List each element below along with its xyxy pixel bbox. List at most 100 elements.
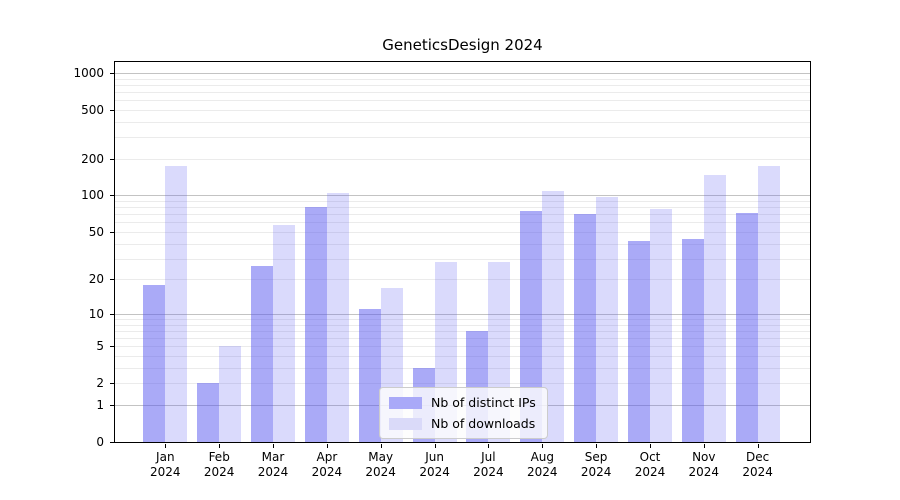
gridline-minor [115,279,810,281]
x-tick-year: 2024 [203,465,235,479]
x-tick-label: Sep 2024 [564,450,628,480]
x-tick-year: 2024 [311,465,343,479]
y-tick-mark [110,346,114,348]
gridline-minor [115,78,810,80]
x-tick-month: Jan [156,450,175,464]
y-tick-label: 200 [81,151,104,166]
x-tick-year: 2024 [365,465,396,479]
legend-item: Nb of downloads [389,416,536,431]
x-tick-label: Nov 2024 [672,450,736,480]
x-tick-month: Feb [208,450,230,464]
gridline-minor [115,214,810,216]
x-tick-mark [757,444,759,448]
gridline-minor [115,109,810,111]
x-tick-label: Jul 2024 [456,450,520,480]
x-tick-mark [542,444,544,448]
gridline-minor [115,346,810,348]
y-tick-mark [110,405,114,406]
x-tick-label: May 2024 [349,450,413,480]
y-tick-label: 0 [96,435,104,449]
x-tick-mark [326,444,328,448]
x-tick-month: Aug [530,450,555,464]
bar-nb-of-distinct-ips [735,212,758,442]
bar-nb-of-downloads [219,346,242,442]
x-tick-month: Mar [261,450,285,464]
gridline-minor [115,121,810,123]
bar-nb-of-distinct-ips [520,210,543,442]
x-tick-mark [273,444,274,448]
gridline-minor [115,222,810,224]
y-tick-label: 100 [81,188,104,203]
legend-label: Nb of distinct IPs [431,395,536,410]
x-tick-year: 2024 [257,465,289,479]
gridline-major [115,195,810,197]
x-tick-month: Jul [481,450,496,464]
gridline-major [115,313,810,315]
bar-nb-of-distinct-ips [628,241,650,442]
x-tick-label: Dec 2024 [726,450,790,480]
x-tick-year: 2024 [419,465,450,479]
legend-item: Nb of distinct IPs [389,395,536,410]
legend-swatch-downloads [389,417,422,430]
x-tick-year: 2024 [473,465,504,479]
bar-nb-of-downloads [273,225,295,442]
gridline-minor [115,243,810,245]
x-tick-month: Oct [639,450,661,464]
x-tick-label: Jun 2024 [403,450,467,480]
bar-nb-of-downloads [542,191,565,442]
gridline-minor [115,158,810,160]
gridline-minor [115,338,810,339]
y-tick-mark [110,195,114,197]
y-tick-label: 50 [88,224,104,239]
gridline-minor [115,324,810,326]
x-tick-year: 2024 [634,465,666,479]
legend-label: Nb of downloads [431,416,536,431]
x-tick-mark [488,444,490,448]
x-tick-mark [219,444,221,448]
x-tick-year: 2024 [527,465,558,479]
gridline-minor [115,383,810,385]
bar-nb-of-downloads [326,192,349,442]
x-tick-mark [165,444,167,448]
x-tick-label: Feb 2024 [187,450,251,480]
gridline-minor [115,201,810,202]
x-tick-year: 2024 [150,465,181,479]
x-tick-month: May [368,450,394,464]
y-tick-label: 1 [96,398,104,412]
bar-nb-of-distinct-ips [304,207,327,442]
y-tick-mark [110,383,114,385]
y-tick-mark [110,442,114,443]
y-tick-label: 2 [96,376,104,391]
x-tick-mark [434,444,436,448]
gridline-minor [115,137,810,139]
gridline-minor [115,84,810,86]
x-tick-mark [703,444,705,448]
x-tick-label: Aug 2024 [510,450,574,480]
y-tick-mark [110,279,114,281]
plot-area: 0 1 2 5 10 20 50 100 200 500 1000 Jan 2024 Feb 2024 Ma… [73,61,811,479]
x-tick-year: 2024 [688,465,720,479]
x-tick-month: Jun [425,450,444,464]
legend: Nb of distinct IPs Nb of downloads [379,387,548,439]
legend-swatch-ips [389,396,422,409]
y-tick-mark [110,231,114,233]
y-tick-mark [110,109,114,111]
gridline-minor [115,330,810,332]
x-tick-mark [650,444,651,448]
x-tick-mark [380,444,382,448]
gridline-minor [115,207,810,209]
bar-nb-of-downloads [757,166,780,442]
bar-nb-of-distinct-ips [681,238,704,442]
y-tick-label: 5 [96,339,104,354]
y-tick-mark [110,158,114,160]
y-tick-label: 10 [88,306,104,321]
gridline-major [115,72,810,74]
x-tick-label: Jan 2024 [133,450,197,480]
bar-nb-of-distinct-ips [358,309,381,442]
gridline-minor [115,231,810,233]
x-tick-month: Dec [745,450,770,464]
bar-nb-of-distinct-ips [251,265,273,442]
y-tick-label: 500 [81,102,104,117]
bar-nb-of-downloads [703,174,726,442]
